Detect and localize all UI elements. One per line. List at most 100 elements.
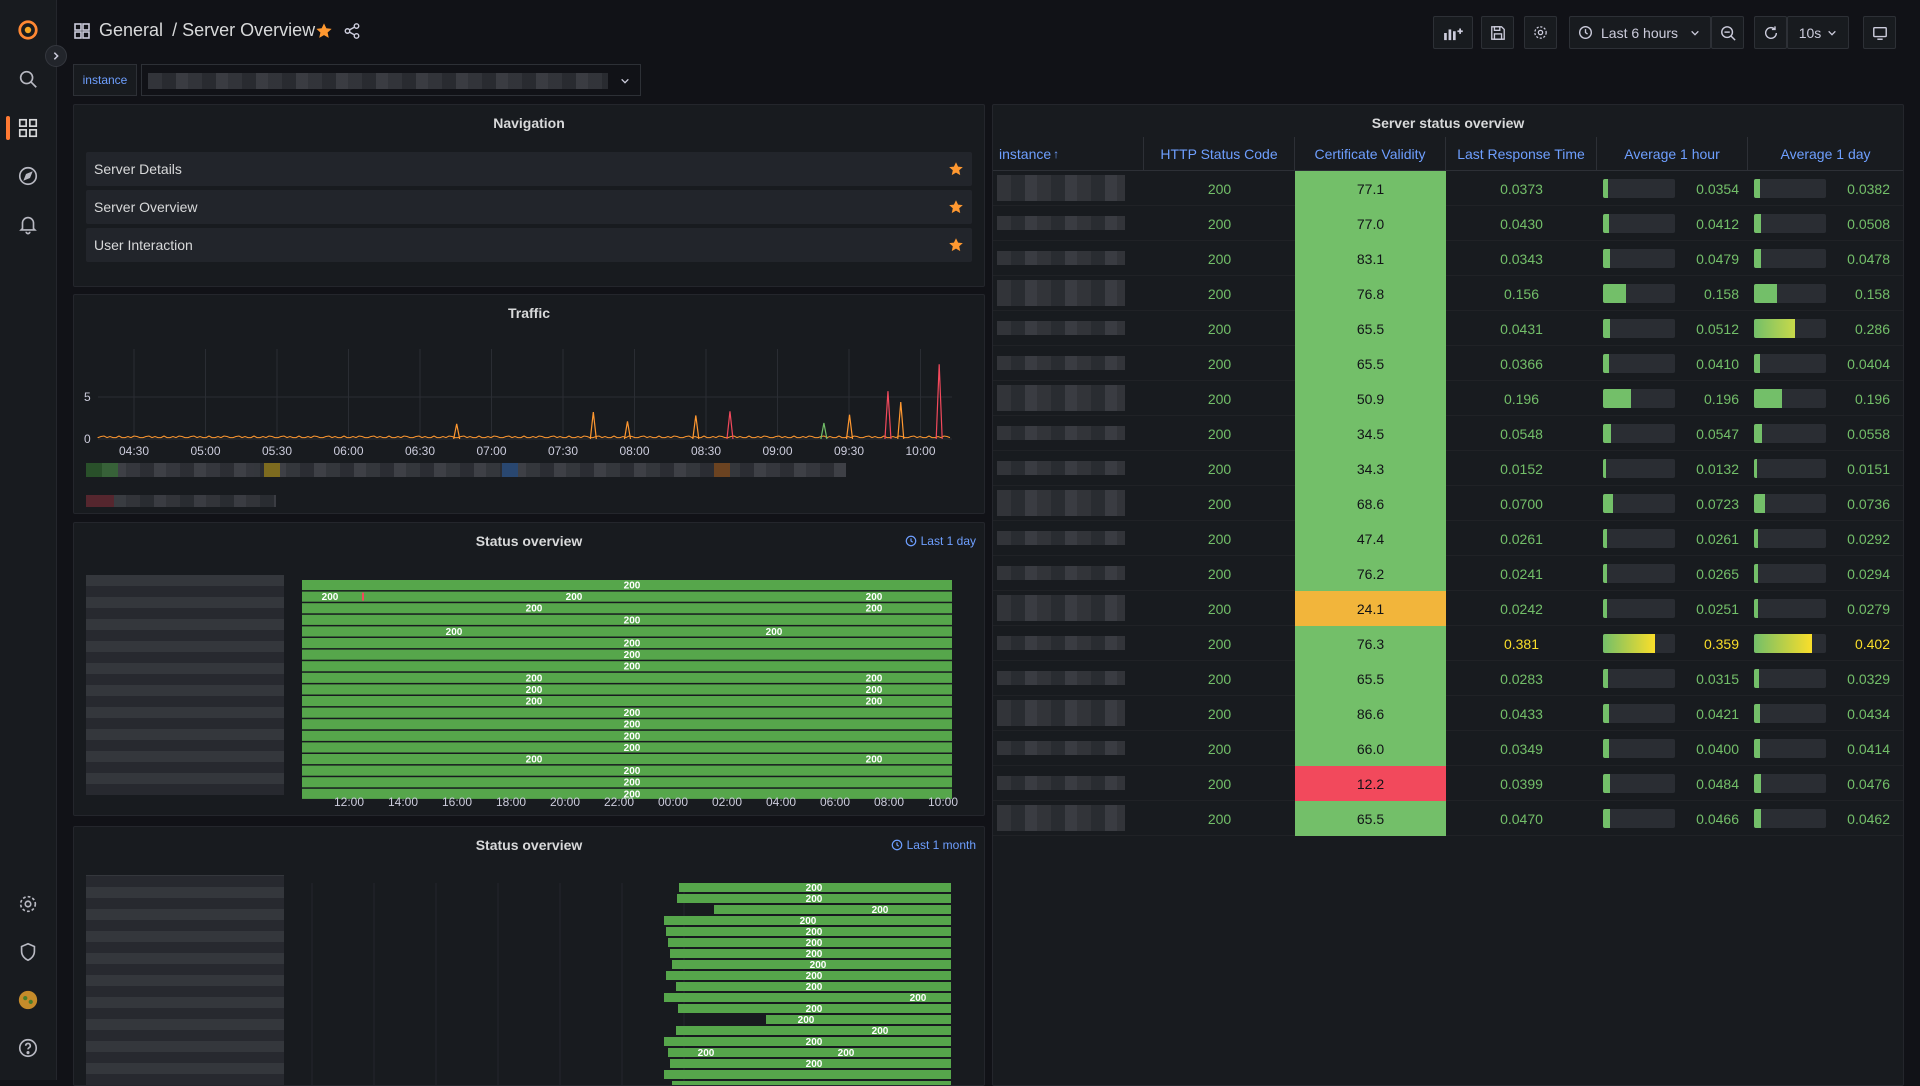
help-icon[interactable] [16,1036,40,1060]
http-status-cell: 200 [1207,670,1232,687]
gauge-track [1603,529,1675,548]
column-header-avg-1h[interactable]: Average 1 hour [1597,137,1748,171]
refresh-interval-picker[interactable]: 10s [1787,16,1849,49]
status-row-bar [664,993,951,1002]
explore-icon[interactable] [16,164,40,188]
status-value-label: 200 [806,883,823,894]
last-response-cell: 0.0399 [1500,775,1543,792]
redacted-instance-cell[interactable] [997,671,1125,685]
redacted-instance-cell[interactable] [997,805,1125,831]
instance-variable-select[interactable] [141,64,641,96]
expand-sidebar-button[interactable] [45,45,67,67]
column-header-cert-validity[interactable]: Certificate Validity [1295,137,1446,171]
gauge-track [1754,634,1826,653]
search-icon[interactable] [16,67,40,91]
status-value-label: 200 [866,697,883,708]
refresh-button[interactable] [1754,16,1787,49]
gauge-fill [1754,389,1783,408]
redacted-instance-cell[interactable] [997,490,1125,516]
breadcrumb-folder[interactable]: General [99,20,164,40]
last-response-cell: 0.0470 [1500,810,1543,827]
grafana-logo-icon[interactable] [16,18,40,42]
redacted-instance-cell[interactable] [997,700,1125,726]
redacted-instance-cell[interactable] [997,636,1125,650]
nav-link-server-details[interactable]: Server Details [86,152,972,186]
redacted-instance-cell[interactable] [997,776,1125,790]
status-row-bar [668,938,951,947]
refresh-icon [1764,25,1777,39]
redacted-instance-cell[interactable] [997,566,1125,580]
panel-time-override: Last 1 day [905,534,976,548]
status-row-bar [664,916,951,925]
chevron-down-icon [621,78,629,84]
gauge-fill [1603,214,1609,233]
avg-1h-value: 0.0410 [1696,355,1739,372]
avg-1d-value: 0.0558 [1847,425,1890,442]
last-response-cell: 0.0433 [1500,705,1543,722]
panel-title: Status overview [475,837,583,853]
star-icon[interactable] [948,199,964,215]
redacted-instance-cell[interactable] [997,595,1125,621]
avg-1d-value: 0.402 [1854,635,1890,652]
table-row: 200 65.5 0.0366 0.0410 0.0404 [993,346,1903,381]
redacted-row-labels [86,575,284,795]
redacted-instance-cell[interactable] [997,280,1125,306]
cert-validity-cell: 65.5 [1295,801,1446,836]
user-avatar[interactable] [16,988,40,1012]
redacted-instance-cell[interactable] [997,741,1125,755]
table-row: 200 34.5 0.0548 0.0547 0.0558 [993,416,1903,451]
gear-icon[interactable] [16,892,40,916]
dashboards-icon[interactable] [16,116,40,140]
star-icon[interactable] [948,237,964,253]
gauge-track [1603,564,1675,583]
star-icon[interactable] [948,161,964,177]
avg-1h-value: 0.0261 [1696,530,1739,547]
save-dashboard-button[interactable] [1481,16,1514,49]
column-header-http-status[interactable]: HTTP Status Code [1144,137,1295,171]
time-picker-button[interactable]: Last 6 hours [1569,16,1711,49]
add-panel-button[interactable] [1433,16,1473,49]
column-header-last-response[interactable]: Last Response Time [1446,137,1597,171]
status-row-bar [302,777,952,788]
redacted-instance-cell[interactable] [997,531,1125,545]
redacted-instance-cell[interactable] [997,461,1125,475]
cert-validity-cell: 76.2 [1295,556,1446,591]
zoom-out-icon [1720,25,1736,41]
last-response-cell: 0.0242 [1500,600,1543,617]
status-error-mark [362,592,364,601]
status-value-label: 200 [624,743,641,754]
traffic-chart[interactable]: 04:30 05:00 05:30 06:00 06:30 07:00 07:30 08:00… [74,295,984,513]
status-value-label: 200 [806,1059,823,1070]
redacted-instance-cell[interactable] [997,251,1125,265]
alerting-bell-icon[interactable] [16,212,40,236]
redacted-instance-cell[interactable] [997,426,1125,440]
save-icon [1490,25,1505,40]
redacted-instance-cell[interactable] [997,216,1125,230]
panel-title: Traffic [507,305,550,321]
shield-icon[interactable] [16,940,40,964]
favorite-star-icon[interactable] [315,22,333,40]
zoom-out-button[interactable] [1711,16,1744,49]
last-response-cell: 0.0700 [1500,495,1543,512]
status-history-chart-month[interactable]: 2002002002002002002002002002002002002002… [74,827,984,1085]
redacted-instance-cell[interactable] [997,175,1125,201]
series-spike [845,414,854,440]
http-status-cell: 200 [1207,250,1232,267]
nav-link-user-interaction[interactable]: User Interaction [86,228,972,262]
gauge-track [1754,809,1826,828]
navigation-panel: Navigation Server Details Server Overvie… [73,104,985,287]
series-spike [589,412,597,440]
status-value-label: 200 [800,916,817,927]
column-header-avg-1d[interactable]: Average 1 day [1780,146,1871,162]
dashboard-settings-button[interactable] [1524,16,1557,49]
redacted-instance-cell[interactable] [997,356,1125,370]
tv-mode-button[interactable] [1863,16,1896,49]
nav-link-server-overview[interactable]: Server Overview [86,190,972,224]
share-icon[interactable] [343,22,361,40]
cert-validity-cell: 83.1 [1295,241,1446,276]
column-header-instance[interactable]: instance ↑ [993,137,1144,171]
redacted-instance-cell[interactable] [997,321,1125,335]
redacted-instance-cell[interactable] [997,385,1125,411]
status-value-label: 200 [872,905,889,916]
